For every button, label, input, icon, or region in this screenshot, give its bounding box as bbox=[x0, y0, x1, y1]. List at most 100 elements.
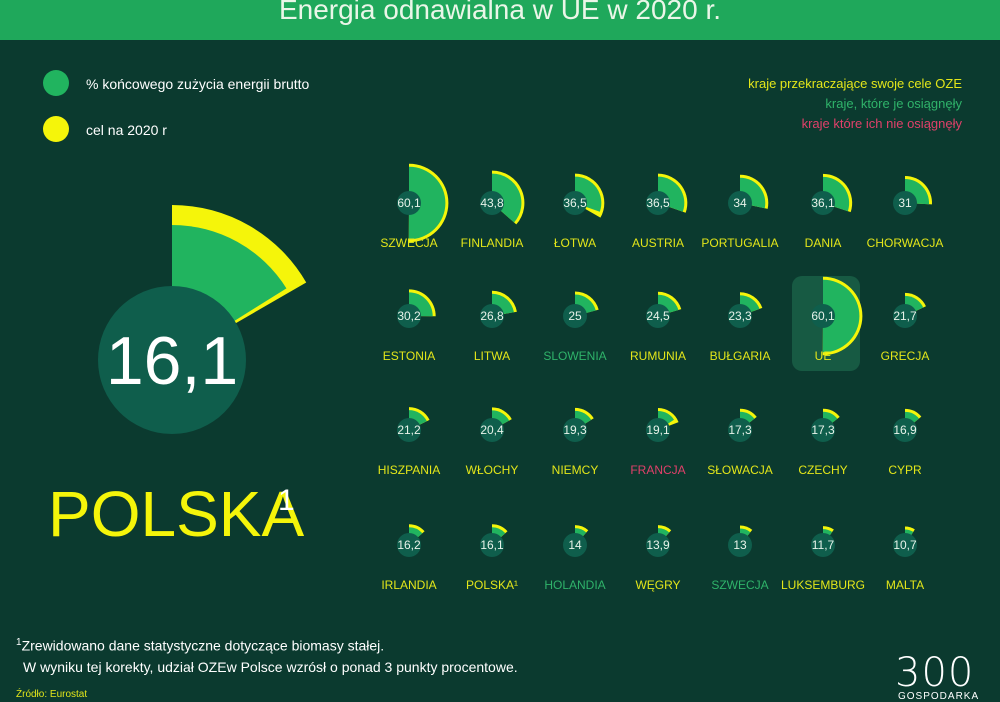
featured-value: 16,1 bbox=[106, 323, 238, 399]
country-label: AUSTRIA bbox=[632, 236, 684, 250]
country-label: FRANCJA bbox=[630, 463, 685, 477]
source: Źródło: Eurostat bbox=[16, 689, 88, 700]
country-label: IRLANDIA bbox=[381, 578, 436, 592]
value-label: 17,3 bbox=[811, 423, 835, 437]
country-label: RUMUNIA bbox=[630, 349, 686, 363]
value-circle bbox=[728, 418, 752, 442]
country-słowacja: 17,3 SŁOWACJA bbox=[707, 408, 773, 477]
featured-sup: 1 bbox=[278, 484, 295, 517]
country-węgry: 13,9 WĘGRY bbox=[635, 525, 681, 592]
value-circle bbox=[893, 304, 917, 328]
value-label: 13 bbox=[733, 538, 747, 552]
value-label: 13,9 bbox=[646, 538, 670, 552]
value-circle bbox=[397, 533, 421, 557]
legend-missed: kraje które ich nie osiągnęły bbox=[801, 116, 962, 131]
value-label: 19,1 bbox=[646, 423, 670, 437]
value-label: 24,5 bbox=[646, 309, 670, 323]
country-czechy: 17,3 CZECHY bbox=[798, 408, 848, 477]
legend-actual-label: % końcowego zużycia energii brutto bbox=[86, 76, 310, 92]
value-label: 25 bbox=[568, 309, 582, 323]
value-label: 36,5 bbox=[563, 196, 587, 210]
country-label: BUŁGARIA bbox=[710, 349, 771, 363]
country-luksemburg: 11,7 LUKSEMBURG bbox=[781, 526, 865, 592]
country-label: CZECHY bbox=[798, 463, 847, 477]
value-label: 60,1 bbox=[397, 196, 421, 210]
country-chorwacja: 31 CHORWACJA bbox=[867, 175, 944, 250]
country-polska¹: 16,1 POLSKA¹ bbox=[466, 524, 518, 592]
country-label: SŁOWACJA bbox=[707, 463, 773, 477]
page-title: Energia odnawialna w UE w 2020 r. bbox=[278, 0, 722, 25]
value-circle bbox=[397, 418, 421, 442]
country-label: LUKSEMBURG bbox=[781, 578, 865, 592]
legend-reached: kraje, które je osiągnęły bbox=[825, 96, 962, 111]
country-label: SLOWENIA bbox=[543, 349, 606, 363]
value-label: 16,2 bbox=[397, 538, 421, 552]
value-label: 19,3 bbox=[563, 423, 587, 437]
value-label: 11,7 bbox=[812, 538, 835, 552]
value-circle bbox=[811, 191, 835, 215]
featured-poland: 16,1 POLSKA1 bbox=[48, 205, 307, 550]
value-circle bbox=[728, 304, 752, 328]
legend-target-swatch bbox=[43, 116, 69, 142]
value-label: 17,3 bbox=[728, 423, 752, 437]
country-label: PORTUGALIA bbox=[701, 236, 778, 250]
country-label: ESTONIA bbox=[383, 349, 435, 363]
country-label: CYPR bbox=[888, 463, 922, 477]
country-dania: 36,1 DANIA bbox=[805, 173, 853, 250]
country-label: FINLANDIA bbox=[461, 236, 524, 250]
value-circle bbox=[646, 418, 670, 442]
country-francja: 19,1 FRANCJA bbox=[630, 407, 686, 477]
value-circle bbox=[480, 304, 504, 328]
country-bułgaria: 23,3 BUŁGARIA bbox=[710, 292, 771, 363]
value-circle bbox=[480, 418, 504, 442]
country-portugalia: 34 PORTUGALIA bbox=[701, 174, 779, 250]
country-label: HISZPANIA bbox=[378, 463, 440, 477]
country-grecja: 21,7 GRECJA bbox=[881, 292, 930, 363]
featured-circle bbox=[98, 286, 246, 434]
country-litwa: 26,8 LITWA bbox=[474, 290, 517, 363]
country-hiszpania: 21,2 HISZPANIA bbox=[378, 407, 440, 477]
value-circle bbox=[646, 191, 670, 215]
value-circle bbox=[646, 304, 670, 328]
logo-number: 300 bbox=[895, 650, 975, 696]
value-circle bbox=[728, 191, 752, 215]
value-circle bbox=[397, 304, 421, 328]
country-label: CHORWACJA bbox=[867, 236, 944, 250]
country-label: MALTA bbox=[886, 578, 924, 592]
value-label: 14 bbox=[568, 538, 582, 552]
country-cypr: 16,9 CYPR bbox=[888, 408, 922, 477]
value-label: 21,2 bbox=[397, 423, 421, 437]
country-estonia: 30,2 ESTONIA bbox=[383, 289, 436, 363]
value-circle bbox=[563, 533, 587, 557]
value-circle bbox=[646, 533, 670, 557]
value-circle bbox=[480, 191, 504, 215]
footnote-line2: W wyniku tej korekty, udział OZEw Polsce… bbox=[23, 658, 518, 675]
value-circle bbox=[397, 191, 421, 215]
featured-country: POLSKA bbox=[48, 478, 304, 550]
legend-actual-swatch bbox=[43, 70, 69, 96]
country-malta: 10,7 MALTA bbox=[886, 526, 924, 592]
value-label: 10,7 bbox=[893, 538, 917, 552]
footnote-line1: Zrewidowano dane statystyczne dotyczące … bbox=[21, 637, 385, 654]
value-circle bbox=[811, 418, 835, 442]
value-label: 26,8 bbox=[480, 309, 504, 323]
country-label: GRECJA bbox=[881, 349, 930, 363]
legend-target-label: cel na 2020 r bbox=[86, 122, 167, 138]
country-label: LITWA bbox=[474, 349, 510, 363]
value-label: 20,4 bbox=[480, 423, 504, 437]
value-circle bbox=[811, 533, 835, 557]
value-circle bbox=[563, 304, 587, 328]
country-label: ŁOTWA bbox=[554, 236, 596, 250]
country-grid: 60,1 SZWECJA 43,8 FINLANDIA 36,5 ŁOTWA 36,5 AUS… bbox=[378, 163, 944, 592]
value-label: 16,1 bbox=[480, 538, 504, 552]
value-circle bbox=[893, 418, 917, 442]
value-circle bbox=[728, 533, 752, 557]
country-łotwa: 36,5 ŁOTWA bbox=[554, 173, 605, 250]
value-label: 36,1 bbox=[811, 196, 835, 210]
value-circle bbox=[563, 191, 587, 215]
footnote-mark: 1 bbox=[16, 637, 22, 648]
country-label: UE bbox=[815, 349, 832, 363]
country-ue: 60,1 UE bbox=[811, 276, 863, 363]
country-label: POLSKA¹ bbox=[466, 578, 518, 592]
